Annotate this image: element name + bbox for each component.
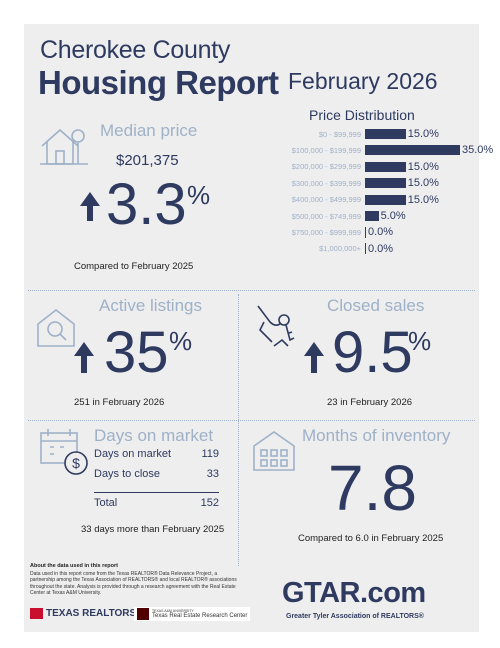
svg-text:$: $	[72, 455, 80, 471]
price-distribution-row: $500,000 - $749,999 5.0%	[268, 209, 406, 223]
report-page: Cherokee County Housing Report February …	[24, 24, 493, 632]
tamu-center: Texas Real Estate Research Center	[152, 613, 248, 619]
price-distribution-bar	[365, 194, 406, 205]
price-distribution-bar	[365, 161, 406, 172]
gtar-tagline: Greater Tyler Association of REALTORS®	[286, 613, 424, 620]
median-price-title: Median price	[100, 121, 198, 140]
price-distribution-value: 0.0%	[368, 226, 394, 239]
price-range-label: $300,000 - $399,999	[291, 178, 361, 188]
about-text: Data used in this report come from the T…	[30, 571, 237, 596]
house-icon	[40, 128, 88, 165]
price-distribution-title: Price Distribution	[309, 107, 415, 123]
days-row-value: 33	[206, 468, 219, 480]
days-total-row: Total 152	[94, 492, 219, 509]
price-distribution-bar	[365, 211, 379, 221]
price-distribution-bar-zero	[365, 226, 366, 238]
price-distribution-value: 35.0%	[462, 144, 494, 157]
price-distribution-value: 15.0%	[407, 193, 439, 206]
price-distribution-value: 0.0%	[368, 242, 394, 255]
price-distribution-row: $400,000 - $499,999 15.0%	[268, 193, 439, 207]
price-range-label: $400,000 - $499,999	[291, 195, 361, 205]
active-listings-percent-sign: %	[169, 326, 193, 356]
closed-sales-caption: 23 in February 2026	[327, 397, 413, 408]
divider-horizontal-1	[28, 290, 475, 291]
tamu-logo: TEXAS A&M UNIVERSITY Texas Real Estate R…	[134, 607, 251, 621]
price-distribution-row: $200,000 - $299,999 15.0%	[268, 160, 439, 174]
days-caption: 33 days more than February 2025	[81, 524, 225, 535]
median-price-value: $201,375	[116, 152, 179, 169]
price-range-label: $100,000 - $199,999	[291, 145, 361, 155]
tamu-university: TEXAS A&M UNIVERSITY	[152, 609, 194, 613]
tamu-mark-icon	[137, 608, 149, 620]
days-on-market-title: Days on market	[94, 426, 214, 445]
closed-sales-percent-sign: %	[408, 326, 432, 356]
county-title: Cherokee County	[40, 36, 231, 64]
price-distribution-value: 5.0%	[380, 210, 406, 222]
active-listings-change: 35	[104, 320, 169, 385]
price-range-label: $750,000 - $999,999	[291, 227, 361, 237]
report-title: Housing Report	[38, 64, 279, 101]
divider-vertical	[238, 294, 239, 566]
tamu-text: TEXAS A&M UNIVERSITY Texas Real Estate R…	[152, 609, 247, 619]
price-distribution-value: 15.0%	[407, 128, 439, 140]
house-search-icon	[37, 308, 75, 347]
days-table: Days on market 119 Days to close 33 Tota…	[94, 448, 219, 509]
about-title: About the data used in this report	[30, 563, 119, 569]
months-inventory-title: Months of inventory	[302, 426, 451, 445]
price-range-label: $0 - $99,999	[318, 129, 361, 139]
texas-realtors-text: TEXAS REALTORS	[46, 608, 137, 619]
hand-key-icon	[257, 305, 295, 347]
median-price-percent-sign: %	[187, 180, 211, 210]
active-listings-caption: 251 in February 2026	[74, 397, 165, 408]
price-distribution-bar	[365, 129, 406, 139]
price-distribution-bar	[365, 145, 460, 156]
median-price-change: 3.3	[106, 172, 187, 237]
building-icon	[253, 431, 295, 471]
gtar-logo: GTAR.com	[282, 577, 426, 609]
up-arrow-icon	[74, 342, 94, 356]
closed-sales-title: Closed sales	[327, 296, 425, 315]
price-distribution-row: $1,000,000+ 0.0%	[268, 242, 393, 256]
price-range-label: $200,000 - $299,999	[291, 162, 361, 172]
up-arrow-icon	[304, 342, 324, 356]
days-row-value: 119	[201, 448, 219, 460]
price-distribution-bar	[365, 178, 406, 189]
price-range-label: $1,000,000+	[319, 244, 361, 254]
days-total-label: Total	[94, 497, 118, 509]
days-total-value: 152	[200, 497, 219, 509]
closed-sales-change: 9.5	[332, 320, 413, 385]
median-price-caption: Compared to February 2025	[74, 261, 194, 272]
texas-realtors-mark-icon	[30, 608, 43, 619]
calendar-money-icon: $	[40, 429, 88, 475]
active-listings-title: Active listings	[99, 296, 202, 315]
up-arrow-stem	[81, 355, 87, 373]
days-row: Days to close 33	[94, 468, 219, 488]
price-distribution-value: 15.0%	[407, 177, 439, 190]
price-distribution-row: $300,000 - $399,999 15.0%	[268, 176, 439, 190]
up-arrow-stem	[87, 205, 93, 221]
days-row-label: Days on market	[94, 448, 172, 460]
price-distribution-row: $750,000 - $999,999 0.0%	[268, 225, 393, 239]
divider-horizontal-2	[28, 420, 475, 421]
price-distribution-row: $100,000 - $199,999 35.0%	[268, 143, 493, 157]
texas-realtors-logo: TEXAS REALTORS	[30, 608, 136, 619]
price-distribution-row: $0 - $99,999 15.0%	[268, 127, 439, 141]
days-row: Days on market 119	[94, 448, 219, 468]
months-inventory-value: 7.8	[328, 452, 417, 524]
up-arrow-stem	[311, 355, 317, 373]
months-inventory-caption: Compared to 6.0 in February 2025	[298, 533, 444, 544]
price-range-label: $500,000 - $749,999	[291, 211, 361, 221]
price-distribution-value: 15.0%	[407, 160, 439, 173]
price-distribution-bar-zero	[365, 243, 366, 255]
days-row-label: Days to close	[94, 468, 161, 480]
report-month: February 2026	[288, 68, 438, 94]
up-arrow-icon	[80, 192, 100, 206]
